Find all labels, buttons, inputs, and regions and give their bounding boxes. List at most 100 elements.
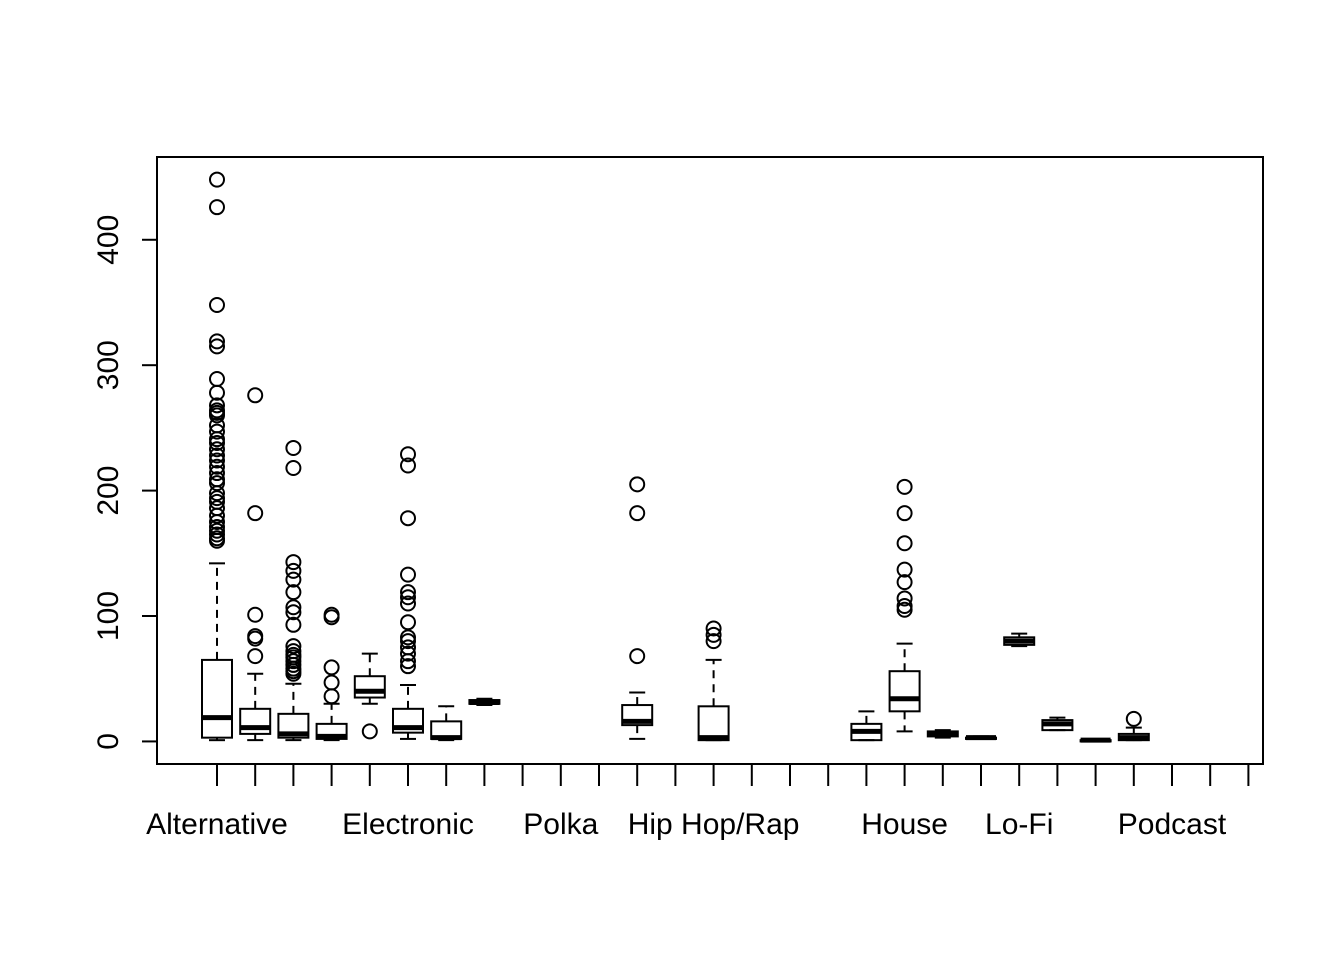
outlier-point xyxy=(361,723,378,740)
outlier-point xyxy=(323,609,340,626)
outlier-point xyxy=(629,476,646,493)
x-tick-label: House xyxy=(861,808,948,841)
box-iqr xyxy=(392,707,424,734)
outlier-point xyxy=(629,505,646,522)
outlier-point xyxy=(400,446,416,463)
outlier-point xyxy=(400,614,416,631)
outlier-point xyxy=(209,296,225,313)
outlier-point xyxy=(285,616,302,633)
y-tick-label: 100 xyxy=(92,591,125,641)
box-iqr xyxy=(353,675,386,699)
outlier-point xyxy=(247,648,264,665)
y-tick-label: 400 xyxy=(92,215,125,265)
outlier-point xyxy=(209,384,225,401)
box-iqr xyxy=(239,707,272,735)
outlier-point xyxy=(247,606,264,623)
x-tick-label: Lo-Fi xyxy=(985,808,1053,841)
box xyxy=(353,652,386,740)
outlier-point xyxy=(400,510,416,527)
outlier-point xyxy=(247,630,264,647)
outlier-point xyxy=(400,457,416,474)
outlier-point xyxy=(209,407,225,424)
x-tick-label: Electronic xyxy=(342,808,474,841)
box xyxy=(1117,710,1150,742)
outlier-point xyxy=(896,601,913,618)
outlier-point xyxy=(209,397,225,414)
outlier-point xyxy=(400,595,416,612)
outlier-point xyxy=(896,590,913,607)
outlier-point xyxy=(400,633,416,650)
box xyxy=(1003,632,1036,648)
box-iqr xyxy=(201,658,233,739)
y-axis: 0 100 200 300 400 xyxy=(92,215,158,750)
box-iqr xyxy=(621,704,654,727)
outlier-point xyxy=(400,589,416,606)
outlier-point xyxy=(400,645,416,662)
outlier-point xyxy=(285,665,302,682)
box xyxy=(201,171,233,742)
outlier-point xyxy=(323,688,340,705)
outlier-point xyxy=(209,485,225,502)
box xyxy=(1079,737,1112,743)
x-tick-label: Alternative xyxy=(146,808,288,841)
x-tick-label: Podcast xyxy=(1118,808,1227,841)
box-iqr xyxy=(315,722,348,740)
outlier-point xyxy=(209,441,225,458)
outlier-point xyxy=(896,561,913,578)
box xyxy=(392,446,424,740)
outlier-point xyxy=(896,574,913,591)
outlier-point xyxy=(400,566,416,583)
outlier-point xyxy=(209,333,225,350)
outlier-point xyxy=(1125,710,1142,727)
box xyxy=(850,710,883,742)
outlier-point xyxy=(285,571,302,588)
outlier-point xyxy=(209,465,225,482)
y-tick-label: 200 xyxy=(92,466,125,516)
outlier-point xyxy=(285,604,302,621)
outlier-point xyxy=(285,460,302,477)
outlier-point xyxy=(209,199,225,216)
outlier-point xyxy=(323,659,340,676)
outlier-point xyxy=(705,620,722,637)
box xyxy=(965,735,997,741)
box xyxy=(239,387,272,742)
box xyxy=(697,620,730,742)
outlier-point xyxy=(209,507,225,524)
box xyxy=(277,439,310,742)
outlier-point xyxy=(247,387,264,404)
outlier-point xyxy=(400,653,416,670)
outlier-point xyxy=(896,478,913,495)
outlier-point xyxy=(247,505,264,522)
outlier-point xyxy=(896,535,913,552)
box-iqr xyxy=(697,705,730,742)
outlier-point xyxy=(209,447,225,464)
outlier-point xyxy=(705,626,722,643)
x-axis: Alternative Electronic Polka Hip Hop/Rap Hou… xyxy=(146,763,1250,841)
outlier-point xyxy=(209,452,225,469)
outlier-point xyxy=(323,674,340,691)
boxplot-series xyxy=(201,171,1150,743)
box xyxy=(621,476,654,740)
x-tick-label: Hip Hop/Rap xyxy=(628,808,800,841)
outlier-point xyxy=(209,475,225,492)
outlier-point xyxy=(209,338,225,355)
outlier-point xyxy=(896,505,913,522)
outlier-point xyxy=(285,638,302,655)
outlier-point xyxy=(209,532,225,549)
outlier-point xyxy=(285,599,302,616)
box xyxy=(888,478,921,733)
outlier-point xyxy=(209,370,225,387)
outlier-point xyxy=(400,584,416,601)
box-iqr xyxy=(888,670,921,713)
outlier-point xyxy=(209,171,225,188)
box xyxy=(468,697,501,707)
outlier-point xyxy=(629,648,646,665)
box xyxy=(926,729,959,739)
outlier-point xyxy=(285,584,302,601)
plot-frame xyxy=(156,156,1264,765)
outlier-point xyxy=(285,562,302,579)
outlier-point xyxy=(209,513,225,530)
outlier-point xyxy=(209,434,225,451)
y-tick-label: 300 xyxy=(92,340,125,390)
